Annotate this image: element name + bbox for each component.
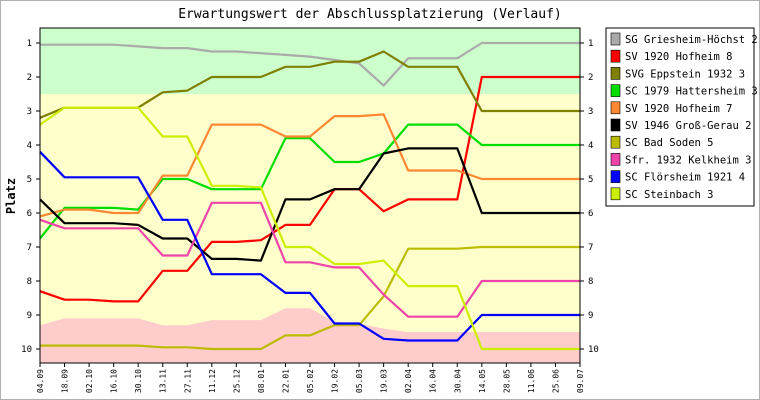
y-tick-label: 8 <box>27 277 32 287</box>
y-tick-label-right: 1 <box>588 39 593 49</box>
y-axis-label: Platz <box>4 178 18 214</box>
x-tick-label: 30.04 <box>453 369 462 393</box>
x-tick-label: 30.10 <box>134 369 143 393</box>
y-tick-label: 7 <box>27 243 32 253</box>
legend-swatch <box>610 187 621 201</box>
x-tick-label: 11.06 <box>527 369 536 393</box>
series-line-10 <box>39 106 580 351</box>
legend-swatch <box>610 153 621 166</box>
x-tick-label: 14.05 <box>478 369 487 393</box>
x-tick-label: 05.02 <box>306 369 315 393</box>
y-tick-label-right: 7 <box>588 243 593 253</box>
y-tick-label: 10 <box>21 345 32 355</box>
x-tick-label: 08.01 <box>257 369 266 393</box>
x-tick-label: 09.07 <box>576 369 585 393</box>
legend-swatch <box>610 32 621 46</box>
y-tick-label-right: 9 <box>588 311 593 321</box>
series-line-9 <box>39 151 580 342</box>
y-tick-label-right: 10 <box>588 345 599 355</box>
legend-label: SV 1920 Hofheim 8 <box>625 51 732 63</box>
y-tick-label-right: 5 <box>588 175 593 185</box>
series-line-8 <box>39 201 580 318</box>
legend-label: SC Bad Soden 5 <box>625 137 714 149</box>
y-tick-label-right: 4 <box>588 141 593 151</box>
x-tick-label: 13.11 <box>159 369 168 393</box>
x-tick-label: 28.05 <box>502 369 511 393</box>
series-line-6 <box>39 147 580 262</box>
y-tick-label: 6 <box>27 209 32 219</box>
x-tick-label: 02.04 <box>404 369 413 393</box>
background-bands <box>40 28 580 363</box>
x-tick-label: 16.04 <box>429 369 438 393</box>
band-midfield <box>40 94 580 332</box>
legend-label: SV 1920 Hofheim 7 <box>625 103 732 115</box>
y-tick-label-right: 2 <box>588 73 593 83</box>
y-tick-label-right: 3 <box>588 107 593 117</box>
x-tick-label: 05.03 <box>355 369 364 393</box>
y-tick-label: 5 <box>27 175 32 185</box>
x-tick-label: 18.09 <box>61 369 70 393</box>
x-tick-label: 19.02 <box>331 369 340 393</box>
y-tick-label-right: 6 <box>588 209 593 219</box>
legend-box <box>605 27 755 207</box>
chart-title: Erwartungswert der Abschlussplatzierung … <box>178 7 562 22</box>
legend-label: SV 1946 Groß-Gerau 2 <box>625 120 751 132</box>
y-tick-label-right: 8 <box>588 277 593 287</box>
x-tick-label: 11.12 <box>208 369 217 393</box>
x-tick-label: 22.01 <box>281 369 290 393</box>
x-tick-label: 25.12 <box>232 369 241 393</box>
legend-label: Sfr. 1932 Kelkheim 3 <box>625 154 751 166</box>
x-tick-label: 16.10 <box>110 369 119 393</box>
series-line-2 <box>39 75 580 303</box>
legend-swatch <box>610 101 621 115</box>
band-promotion <box>40 28 580 94</box>
axes: 1 1 2 2 3 3 4 4 5 5 6 6 7 7 8 8 9 9 10 10 04.09 18.09 02.10 16.… <box>21 27 599 393</box>
x-tick-label: 19.03 <box>380 369 389 393</box>
legend: SG Griesheim-Höchst 2 SV 1920 Hofheim 8 SV… <box>605 27 758 207</box>
legend-swatch <box>610 170 621 183</box>
series-line-4 <box>39 123 580 240</box>
x-tick-label: 04.09 <box>36 369 45 393</box>
legend-label: SC Steinbach 3 <box>625 189 714 201</box>
y-tick-label: 3 <box>27 107 32 117</box>
x-tick-label: 02.10 <box>85 369 94 393</box>
legend-swatch <box>610 84 621 97</box>
y-tick-label: 4 <box>27 141 32 151</box>
legend-swatch <box>610 67 621 80</box>
legend-swatch <box>610 49 621 63</box>
series-line-5 <box>39 113 580 218</box>
legend-label: SC 1979 Hattersheim 3 <box>625 86 758 98</box>
series-line-1 <box>40 41 580 87</box>
y-tick-label: 1 <box>27 39 32 49</box>
legend-swatch <box>610 118 621 132</box>
legend-label: SG Griesheim-Höchst 2 <box>625 34 758 46</box>
series-lines <box>39 41 580 351</box>
x-tick-label: 27.11 <box>183 369 192 393</box>
legend-label: SC Flörsheim 1921 4 <box>625 172 745 184</box>
x-tick-label: 25.06 <box>551 369 560 393</box>
y-tick-label: 9 <box>27 311 32 321</box>
y-tick-label: 2 <box>27 73 32 83</box>
series-line-7 <box>40 245 580 351</box>
legend-label: SVG Eppstein 1932 3 <box>625 68 745 80</box>
legend-swatch <box>610 135 621 149</box>
